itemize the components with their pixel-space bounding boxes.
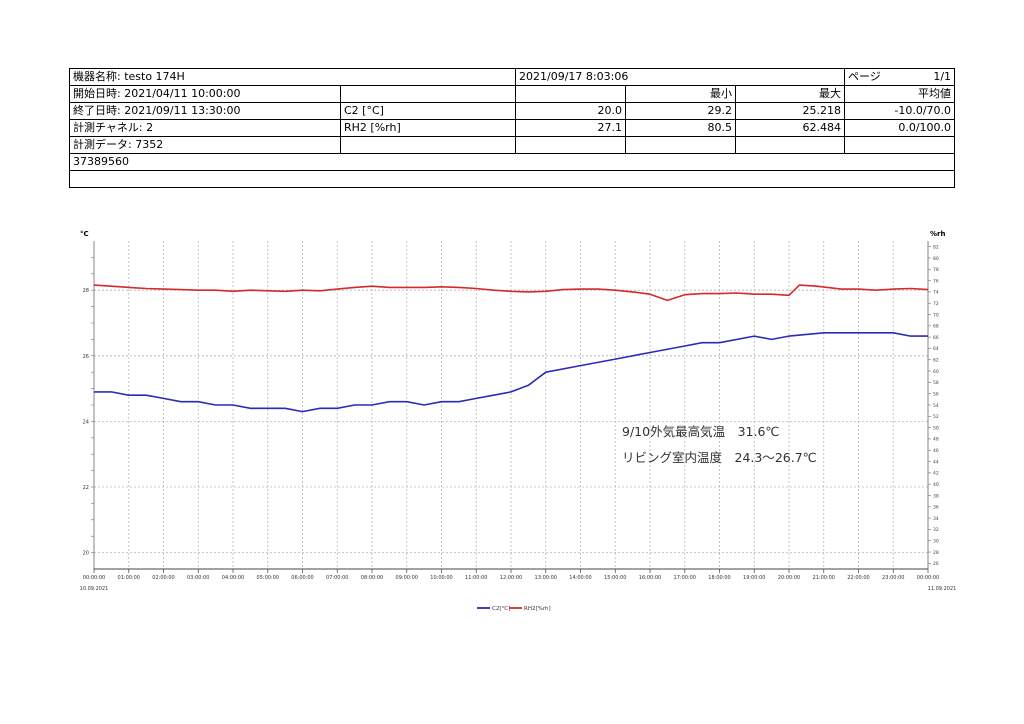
- y-right-tick-label: 34: [933, 516, 939, 522]
- y-left-tick-label: 22: [83, 485, 89, 491]
- x-tick-label: 04:00:00: [222, 575, 244, 581]
- x-tick-label: 22:00:00: [847, 575, 869, 581]
- y-right-tick-label: 80: [933, 256, 939, 262]
- x-tick-label: 10:00:00: [430, 575, 452, 581]
- y-right-tick-label: 66: [933, 335, 939, 341]
- y-left-tick-label: 20: [83, 551, 89, 557]
- y-right-tick-label: 50: [933, 425, 939, 431]
- chart-annotation: 9/10外気最高気温 31.6℃: [622, 424, 779, 439]
- channel-avg: 62.484: [735, 119, 846, 137]
- legend-label: C2[°C]: [492, 606, 510, 612]
- x-tick-label: 18:00:00: [708, 575, 730, 581]
- chart-annotation: リビング室内温度 24.3～26.7℃: [622, 450, 817, 465]
- y-right-tick-label: 38: [933, 493, 939, 499]
- y-left-unit: °C: [80, 230, 89, 238]
- x-tick-label: 14:00:00: [569, 575, 591, 581]
- x-tick-label: 07:00:00: [326, 575, 348, 581]
- chart-axes: [91, 241, 931, 573]
- y-right-tick-label: 36: [933, 505, 939, 511]
- channel-limit: 0.0/100.0: [844, 119, 956, 137]
- x-date-start: 10.09.2021: [80, 586, 109, 592]
- y-right-unit: %rh: [930, 230, 945, 238]
- y-right-tick-label: 40: [933, 482, 939, 488]
- series-line-humidity: [93, 284, 929, 302]
- x-tick-label: 11:00:00: [465, 575, 487, 581]
- series-line-temperature: [94, 331, 928, 413]
- info-row-start: 開始日時: 2021/04/11 10:00:00 最小 最大 平均値: [69, 85, 956, 103]
- x-tick-label: 16:00:00: [639, 575, 661, 581]
- x-tick-label: 03:00:00: [187, 575, 209, 581]
- y-left-tick-label: 26: [83, 354, 89, 360]
- y-right-tick-label: 68: [933, 324, 939, 330]
- y-right-tick-label: 56: [933, 391, 939, 397]
- page-label: ページ: [848, 70, 881, 83]
- y-right-tick-label: 42: [933, 471, 939, 477]
- x-tick-label: 19:00:00: [743, 575, 765, 581]
- y-right-tick-label: 30: [933, 539, 939, 545]
- x-tick-label: 15:00:00: [604, 575, 626, 581]
- info-table: 機器名称: testo 174H 2021/09/17 8:03:06 ページ 1…: [68, 68, 956, 188]
- x-tick-label: 21:00:00: [813, 575, 835, 581]
- y-right-tick-label: 54: [933, 403, 939, 409]
- y-left-tick-label: 28: [83, 288, 89, 294]
- y-right-tick-label: 74: [933, 290, 939, 296]
- chart-series: [93, 284, 929, 413]
- y-right-tick-label: 78: [933, 267, 939, 273]
- y-right-tick-label: 58: [933, 380, 939, 386]
- legend-label: RH2[%rh]: [524, 606, 551, 612]
- y-right-tick-label: 48: [933, 437, 939, 443]
- info-row-blank: [68, 170, 956, 188]
- x-tick-label: 05:00:00: [257, 575, 279, 581]
- info-row-data: 計測データ: 7352: [69, 136, 956, 154]
- data-count: 計測データ: 7352: [69, 136, 341, 154]
- x-date-end: 11.09.2021: [928, 586, 957, 592]
- y-right-tick-label: 60: [933, 369, 939, 375]
- y-right-tick-label: 82: [933, 244, 939, 250]
- y-right-tick-label: 72: [933, 301, 939, 307]
- x-tick-label: 23:00:00: [882, 575, 904, 581]
- x-tick-label: 01:00:00: [118, 575, 140, 581]
- chart-labels: 00:00:00 01:00:00 02:00:00 03:00:00 04:00:00…: [80, 230, 957, 612]
- channel-max: 29.2: [625, 102, 737, 120]
- x-tick-label: 17:00:00: [674, 575, 696, 581]
- y-right-tick-label: 70: [933, 312, 939, 318]
- y-left-tick-label: 24: [83, 419, 89, 425]
- x-tick-label: 20:00:00: [778, 575, 800, 581]
- y-right-tick-label: 62: [933, 358, 939, 364]
- y-right-tick-label: 26: [933, 561, 939, 567]
- x-tick-label: 13:00:00: [535, 575, 557, 581]
- y-right-tick-label: 44: [933, 459, 939, 465]
- x-tick-label: 06:00:00: [291, 575, 313, 581]
- x-tick-label: 00:00:00: [917, 575, 939, 581]
- y-right-tick-label: 46: [933, 448, 939, 454]
- y-right-tick-label: 32: [933, 527, 939, 533]
- y-right-tick-label: 28: [933, 550, 939, 556]
- x-tick-label: 00:00:00: [83, 575, 105, 581]
- col-header-max: 最大: [735, 85, 846, 103]
- page-value: 1/1: [933, 70, 952, 83]
- y-right-tick-label: 52: [933, 414, 939, 420]
- x-tick-label: 08:00:00: [361, 575, 383, 581]
- x-tick-label: 02:00:00: [152, 575, 174, 581]
- y-right-tick-label: 64: [933, 346, 939, 352]
- x-tick-label: 09:00:00: [396, 575, 418, 581]
- y-right-tick-label: 76: [933, 278, 939, 284]
- x-tick-label: 12:00:00: [500, 575, 522, 581]
- chart-grid: [94, 241, 928, 569]
- empty-cell: [68, 170, 956, 188]
- info-row-channels: 計測チャネル: 2 RH2 [%rh] 27.1 80.5 62.484 0.0…: [69, 119, 956, 137]
